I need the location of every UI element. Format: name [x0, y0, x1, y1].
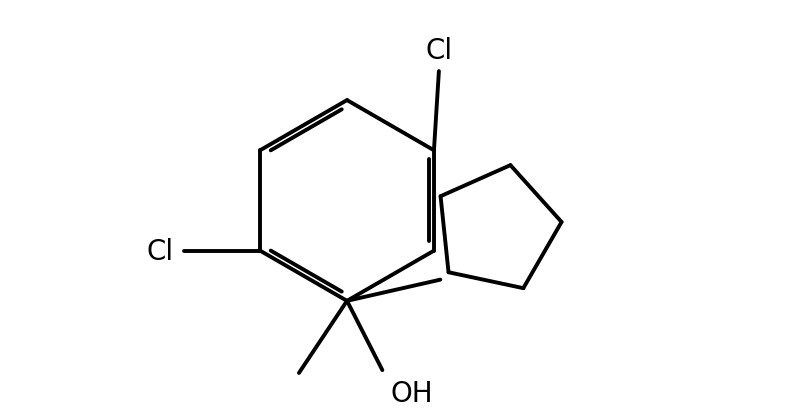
Text: Cl: Cl — [147, 237, 174, 265]
Text: OH: OH — [391, 380, 434, 407]
Text: Cl: Cl — [425, 37, 453, 65]
